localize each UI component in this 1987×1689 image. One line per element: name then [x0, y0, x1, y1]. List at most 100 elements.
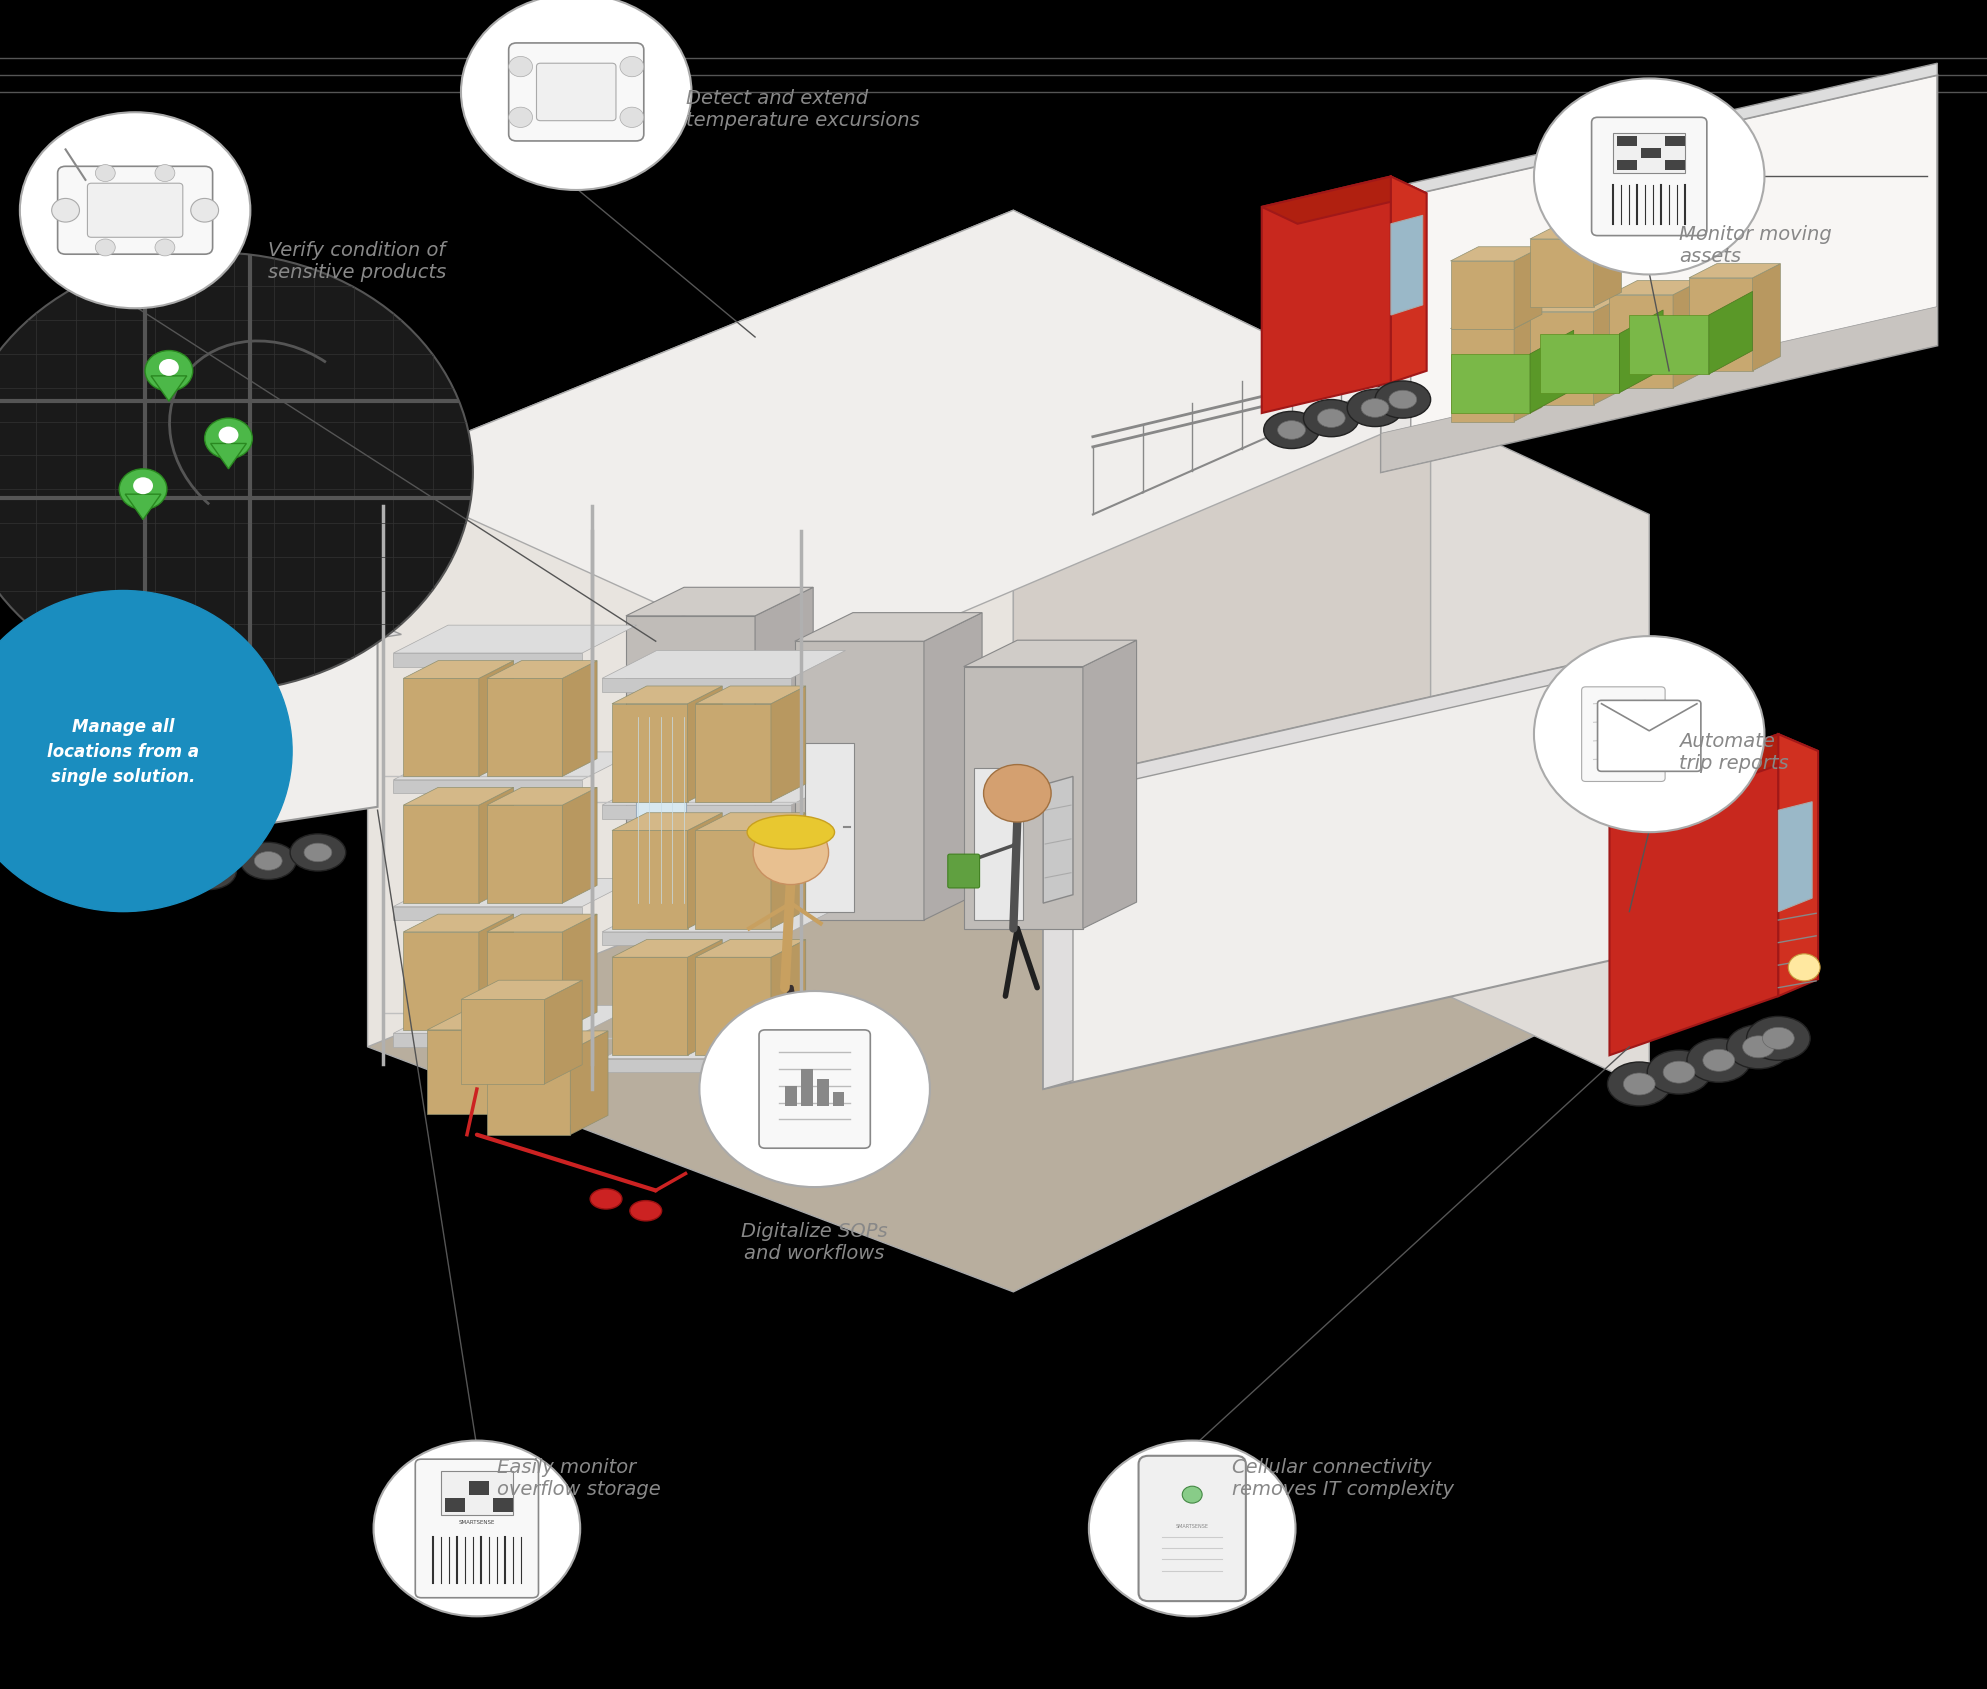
Circle shape — [753, 821, 829, 885]
Polygon shape — [1381, 76, 1937, 473]
Polygon shape — [151, 377, 187, 402]
Ellipse shape — [1703, 1049, 1735, 1073]
Circle shape — [119, 470, 167, 510]
Polygon shape — [1609, 282, 1701, 296]
Polygon shape — [562, 915, 598, 1030]
Circle shape — [145, 351, 193, 392]
Polygon shape — [393, 878, 636, 907]
Circle shape — [95, 166, 115, 182]
Text: SMARTSENSE: SMARTSENSE — [459, 1520, 495, 1523]
Polygon shape — [24, 605, 70, 625]
FancyBboxPatch shape — [415, 1459, 538, 1598]
Polygon shape — [24, 625, 378, 861]
Circle shape — [133, 478, 153, 495]
Polygon shape — [1619, 311, 1663, 394]
Polygon shape — [755, 588, 813, 912]
Ellipse shape — [1663, 1062, 1695, 1084]
Polygon shape — [1262, 177, 1427, 225]
Polygon shape — [487, 789, 598, 806]
Circle shape — [1788, 954, 1820, 981]
Ellipse shape — [181, 853, 236, 890]
Polygon shape — [612, 831, 688, 929]
FancyBboxPatch shape — [493, 1498, 513, 1512]
Text: Digitalize SOPs
and workflows: Digitalize SOPs and workflows — [741, 1221, 888, 1262]
Polygon shape — [602, 1030, 846, 1059]
Polygon shape — [1594, 299, 1621, 405]
Polygon shape — [1451, 248, 1542, 262]
Polygon shape — [403, 679, 479, 777]
Ellipse shape — [1623, 1074, 1655, 1096]
Polygon shape — [602, 679, 791, 692]
Polygon shape — [1629, 316, 1709, 375]
Polygon shape — [612, 939, 723, 958]
FancyBboxPatch shape — [1617, 137, 1637, 147]
Polygon shape — [1391, 177, 1427, 383]
Polygon shape — [479, 915, 513, 1030]
Polygon shape — [511, 1012, 548, 1115]
Polygon shape — [570, 1032, 608, 1135]
Polygon shape — [393, 627, 636, 654]
FancyBboxPatch shape — [1617, 160, 1637, 171]
Polygon shape — [403, 932, 479, 1030]
Polygon shape — [211, 444, 246, 470]
Ellipse shape — [1347, 390, 1403, 427]
Polygon shape — [487, 679, 562, 777]
Ellipse shape — [304, 844, 332, 863]
Ellipse shape — [1303, 400, 1359, 437]
Polygon shape — [393, 1005, 636, 1034]
Polygon shape — [393, 1034, 582, 1047]
Circle shape — [155, 240, 175, 257]
Polygon shape — [695, 939, 807, 958]
Ellipse shape — [1647, 1051, 1711, 1094]
Polygon shape — [487, 806, 562, 904]
Polygon shape — [125, 495, 161, 520]
Polygon shape — [695, 686, 807, 704]
Polygon shape — [1043, 777, 1073, 904]
Polygon shape — [427, 1030, 511, 1115]
Polygon shape — [688, 686, 723, 802]
Polygon shape — [1431, 904, 1649, 988]
Polygon shape — [1431, 414, 1649, 1089]
Circle shape — [52, 199, 79, 223]
Text: Cellular connectivity
removes IT complexity: Cellular connectivity removes IT complex… — [1232, 1458, 1454, 1498]
Polygon shape — [612, 814, 723, 831]
FancyBboxPatch shape — [801, 1069, 813, 1106]
FancyBboxPatch shape — [833, 1093, 844, 1106]
Ellipse shape — [1607, 1062, 1671, 1106]
Polygon shape — [1514, 248, 1542, 329]
Ellipse shape — [1747, 1017, 1810, 1061]
Circle shape — [620, 108, 644, 128]
Polygon shape — [1381, 194, 1411, 473]
Polygon shape — [1609, 296, 1673, 388]
FancyBboxPatch shape — [759, 1030, 870, 1149]
Circle shape — [0, 253, 473, 692]
Ellipse shape — [1727, 1025, 1790, 1069]
Ellipse shape — [240, 843, 296, 880]
Polygon shape — [1530, 299, 1621, 312]
Polygon shape — [795, 613, 982, 642]
Ellipse shape — [135, 873, 163, 892]
Polygon shape — [602, 905, 846, 932]
Polygon shape — [1609, 735, 1778, 1056]
Polygon shape — [1043, 777, 1073, 1089]
Polygon shape — [1262, 177, 1391, 414]
Polygon shape — [1530, 240, 1594, 307]
FancyBboxPatch shape — [948, 855, 980, 888]
Polygon shape — [393, 780, 582, 794]
Polygon shape — [1013, 211, 1431, 988]
Polygon shape — [695, 704, 771, 802]
FancyBboxPatch shape — [1592, 118, 1707, 236]
Polygon shape — [461, 1000, 544, 1084]
Circle shape — [509, 57, 533, 78]
Circle shape — [1534, 637, 1764, 833]
Text: Easily monitor
overflow storage: Easily monitor overflow storage — [497, 1458, 660, 1498]
FancyBboxPatch shape — [1598, 701, 1701, 772]
Polygon shape — [427, 1012, 548, 1030]
Circle shape — [374, 1441, 580, 1616]
Polygon shape — [393, 753, 636, 780]
Polygon shape — [562, 660, 598, 777]
Text: SMARTSENSE: SMARTSENSE — [1176, 1523, 1208, 1527]
FancyBboxPatch shape — [1641, 149, 1661, 159]
Ellipse shape — [195, 863, 223, 882]
Polygon shape — [612, 704, 688, 802]
